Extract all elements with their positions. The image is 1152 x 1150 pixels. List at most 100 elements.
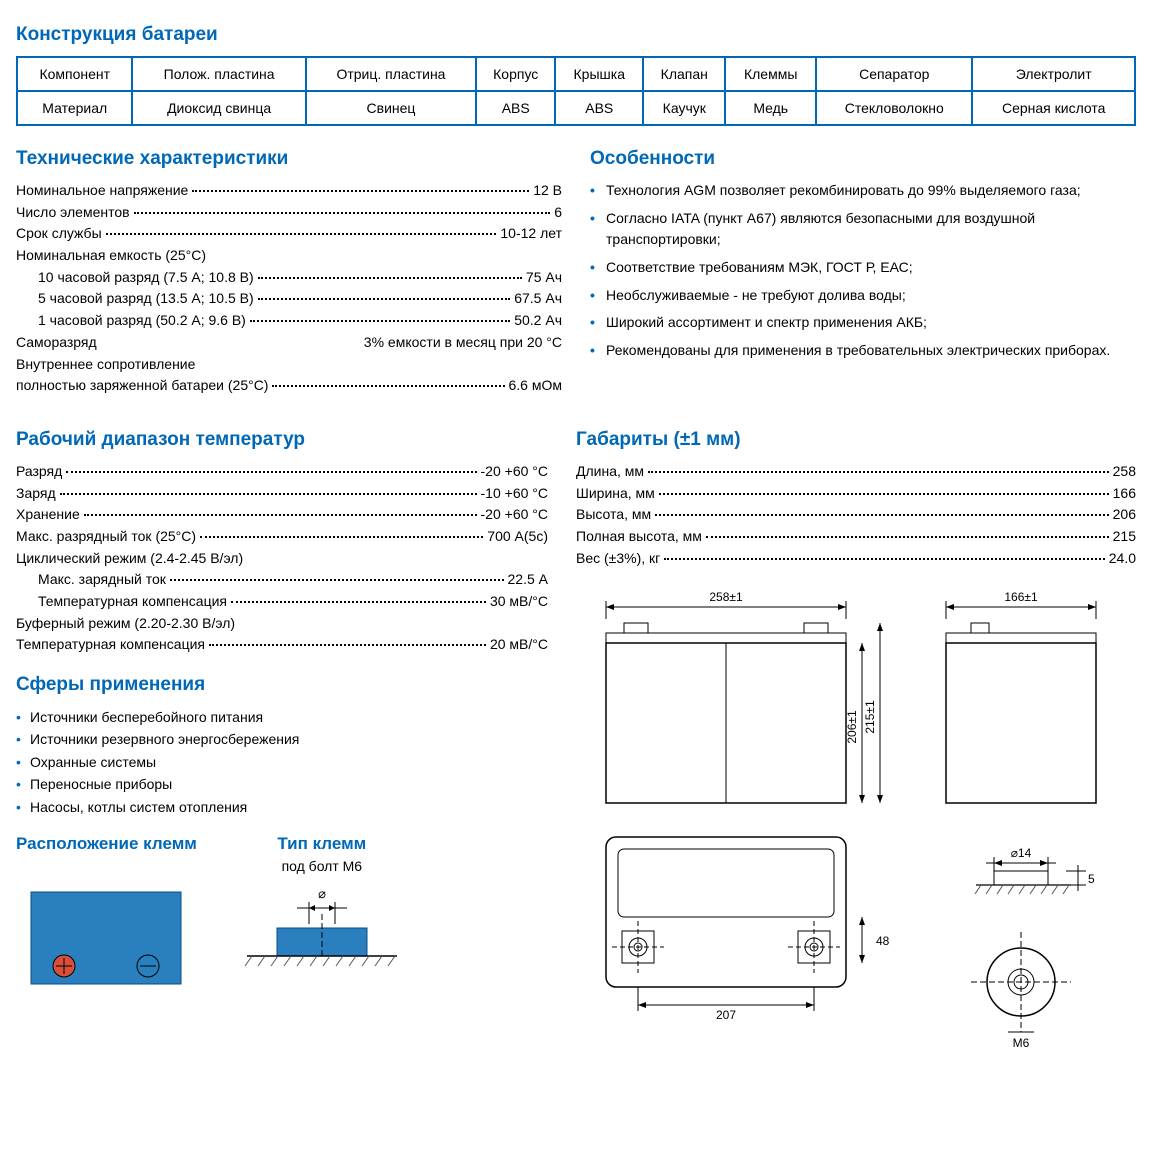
spec-label: Заряд bbox=[16, 483, 56, 505]
table-header-cell: Полож. пластина bbox=[132, 57, 305, 91]
table-header-cell: Компонент bbox=[17, 57, 132, 91]
feature-item: Широкий ассортимент и спектр применения … bbox=[590, 312, 1136, 334]
spec-label: Температурная компенсация bbox=[16, 634, 205, 656]
feature-item: Соответствие требованиям МЭК, ГОСТ Р, ЕА… bbox=[590, 257, 1136, 279]
spec-label: Ширина, мм bbox=[576, 483, 655, 505]
spec-label: Срок службы bbox=[16, 223, 102, 245]
spec-row: Хранение-20 +60 °C bbox=[16, 504, 548, 526]
features-title: Особенности bbox=[590, 148, 1136, 170]
spec-value: 30 мВ/°C bbox=[490, 591, 548, 613]
spec-label: Температурная компенсация bbox=[38, 591, 227, 613]
spec-value: 50.2 Ач bbox=[514, 310, 562, 332]
spec-row: Длина, мм 258 bbox=[576, 461, 1136, 483]
table-header-cell: Корпус bbox=[476, 57, 555, 91]
spec-row: Макс. разрядный ток (25°C) 700 А(5с) bbox=[16, 526, 548, 548]
spec-row: 1 часовой разряд (50.2 А; 9.6 В) 50.2 Ач bbox=[16, 310, 562, 332]
spec-value: 206 bbox=[1113, 504, 1136, 526]
spec-label: Вес (±3%), кг bbox=[576, 548, 660, 570]
spec-row: Срок службы 10-12 лет bbox=[16, 223, 562, 245]
spec-value: 24.0 bbox=[1109, 548, 1136, 570]
spec-row: Высота, мм 206 bbox=[576, 504, 1136, 526]
terminal-layout-title: Расположение клемм bbox=[16, 834, 197, 854]
spec-row: полностью заряженной батареи (25°C)6.6 м… bbox=[16, 375, 562, 397]
spec-label: Саморазряд bbox=[16, 332, 97, 354]
application-item: Переносные приборы bbox=[16, 773, 548, 795]
spec-row: Внутреннее сопротивление bbox=[16, 354, 562, 376]
spec-value: 6.6 мОм bbox=[509, 375, 563, 397]
spec-label: Длина, мм bbox=[576, 461, 644, 483]
spec-label: 5 часовой разряд (13.5 А; 10.5 В) bbox=[38, 288, 254, 310]
spec-row: Вес (±3%), кг 24.0 bbox=[576, 548, 1136, 570]
spec-row: Число элементов6 bbox=[16, 202, 562, 224]
spec-label: Номинальная емкость (25°C) bbox=[16, 245, 206, 267]
spec-value: 75 Ач bbox=[526, 267, 562, 289]
spec-label: 1 часовой разряд (50.2 А; 9.6 В) bbox=[38, 310, 246, 332]
table-cell: Каучук bbox=[643, 91, 725, 125]
temp-title: Рабочий диапазон температур bbox=[16, 429, 548, 451]
spec-value: 166 bbox=[1113, 483, 1136, 505]
spec-row: Температурная компенсация 30 мВ/°C bbox=[16, 591, 548, 613]
svg-text:M6: M6 bbox=[1013, 1036, 1030, 1050]
spec-row: Саморазряд 3% емкости в месяц при 20 °C bbox=[16, 332, 562, 354]
spec-row: Температурная компенсация20 мВ/°C bbox=[16, 634, 548, 656]
svg-text:207: 207 bbox=[716, 1008, 736, 1022]
spec-label: Разряд bbox=[16, 461, 62, 483]
dims-title: Габариты (±1 мм) bbox=[576, 429, 1136, 451]
spec-label: Циклический режим (2.4-2.45 В/эл) bbox=[16, 548, 243, 570]
spec-value: -20 +60 °C bbox=[481, 504, 548, 526]
spec-row: 10 часовой разряд (7.5 А; 10.8 В) 75 Ач bbox=[16, 267, 562, 289]
features-list: Технология AGM позволяет рекомбинировать… bbox=[590, 180, 1136, 362]
spec-label: Буферный режим (2.20-2.30 В/эл) bbox=[16, 613, 235, 635]
spec-label: Высота, мм bbox=[576, 504, 651, 526]
application-item: Охранные системы bbox=[16, 751, 548, 773]
terminal-layout-block: Расположение клемм bbox=[16, 834, 197, 994]
construction-title: Конструкция батареи bbox=[16, 24, 1136, 46]
table-cell: ABS bbox=[555, 91, 643, 125]
application-item: Источники резервного энергосбережения bbox=[16, 728, 548, 750]
apps-title: Сферы применения bbox=[16, 674, 548, 696]
spec-label: 10 часовой разряд (7.5 А; 10.8 В) bbox=[38, 267, 254, 289]
spec-row: 5 часовой разряд (13.5 А; 10.5 В) 67.5 Ач bbox=[16, 288, 562, 310]
table-header-cell: Сепаратор bbox=[816, 57, 972, 91]
spec-value: 3% емкости в месяц при 20 °C bbox=[364, 332, 562, 354]
table-cell: Медь bbox=[725, 91, 816, 125]
table-cell: Стекловолокно bbox=[816, 91, 972, 125]
spec-row: Номинальная емкость (25°C) bbox=[16, 245, 562, 267]
table-cell: Серная кислота bbox=[972, 91, 1135, 125]
spec-value: 215 bbox=[1113, 526, 1136, 548]
spec-label: Внутреннее сопротивление bbox=[16, 354, 195, 376]
spec-row: Номинальное напряжение12 В bbox=[16, 180, 562, 202]
feature-item: Рекомендованы для применения в требовате… bbox=[590, 340, 1136, 362]
application-item: Насосы, котлы систем отопления bbox=[16, 796, 548, 818]
spec-row: Макс. зарядный ток 22.5 А bbox=[16, 569, 548, 591]
spec-row: Разряд -20 +60 °C bbox=[16, 461, 548, 483]
spec-label: Полная высота, мм bbox=[576, 526, 702, 548]
spec-value: 258 bbox=[1113, 461, 1136, 483]
svg-text:206±1: 206±1 bbox=[845, 710, 859, 744]
spec-value: 22.5 А bbox=[508, 569, 548, 591]
spec-value: 10-12 лет bbox=[500, 223, 562, 245]
svg-text:5: 5 bbox=[1088, 872, 1095, 886]
svg-text:⌀14: ⌀14 bbox=[1011, 846, 1032, 860]
spec-value: -20 +60 °C bbox=[481, 461, 548, 483]
table-header-cell: Отриц. пластина bbox=[306, 57, 476, 91]
spec-label: Макс. разрядный ток (25°C) bbox=[16, 526, 196, 548]
svg-text:⌀: ⌀ bbox=[318, 886, 326, 901]
table-header-cell: Электролит bbox=[972, 57, 1135, 91]
svg-text:215±1: 215±1 bbox=[863, 700, 877, 734]
terminal-type-subtitle: под болт М6 bbox=[237, 858, 407, 874]
table-cell: Диоксид свинца bbox=[132, 91, 305, 125]
svg-text:258±1: 258±1 bbox=[709, 590, 743, 604]
svg-text:166±1: 166±1 bbox=[1004, 590, 1038, 604]
applications-list: Источники бесперебойного питанияИсточник… bbox=[16, 706, 548, 818]
specs-title: Технические характеристики bbox=[16, 148, 562, 170]
spec-value: 67.5 Ач bbox=[514, 288, 562, 310]
spec-value: 700 А(5с) bbox=[487, 526, 548, 548]
spec-row: Циклический режим (2.4-2.45 В/эл) bbox=[16, 548, 548, 570]
spec-label: Макс. зарядный ток bbox=[38, 569, 166, 591]
spec-label: Число элементов bbox=[16, 202, 130, 224]
feature-item: Согласно IATA (пункт A67) являются безоп… bbox=[590, 208, 1136, 251]
dimensions-list: Длина, мм 258 Ширина, мм 166 Высота, мм 206 По… bbox=[576, 461, 1136, 569]
specs-list: Номинальное напряжение12 ВЧисло элементо… bbox=[16, 180, 562, 397]
table-cell: ABS bbox=[476, 91, 555, 125]
